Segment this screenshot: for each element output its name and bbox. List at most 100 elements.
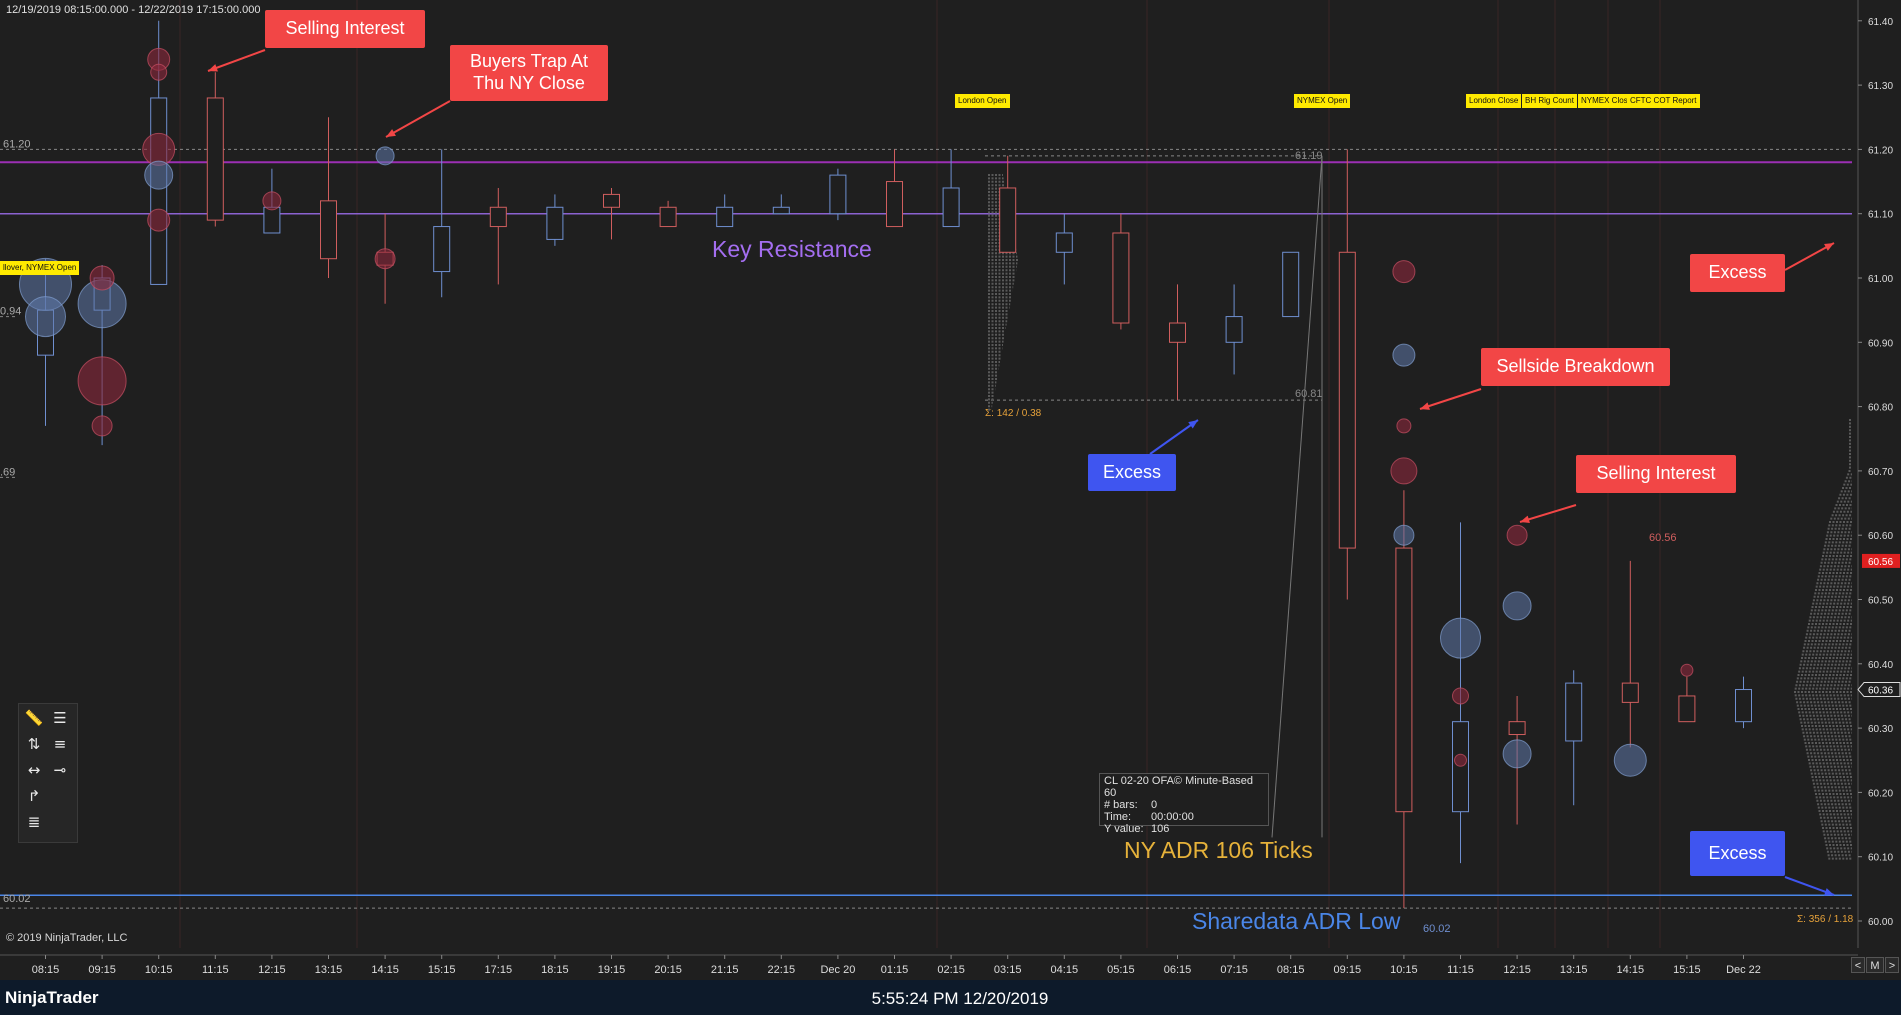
time-tick-label: 11:15 xyxy=(202,964,229,976)
price-tick-label: 60.60 xyxy=(1868,531,1893,542)
callout-selling-interest-1: Selling Interest xyxy=(265,10,425,48)
time-tick-label: 14:15 xyxy=(1617,964,1645,976)
order-flow-bubble xyxy=(89,265,115,291)
candle-body xyxy=(150,97,168,285)
candle-body xyxy=(1338,251,1356,549)
time-axis: 08:15 09:15 10:15 11:15 12:15 13:15 14:15 15:15… xyxy=(0,954,1858,976)
time-tick-label: 10:15 xyxy=(1390,964,1418,976)
chart-area[interactable]: 61.19 60.81 Σ: 142 / 0.38 61.20 0.94 .69 60.02… xyxy=(0,0,1901,980)
mode-button[interactable]: M xyxy=(1866,957,1884,973)
left-level-label: 0.94 xyxy=(0,306,21,318)
order-flow-bubble xyxy=(1392,343,1416,367)
order-flow-bubble xyxy=(150,63,168,81)
candle-body xyxy=(1169,322,1186,343)
time-tick-label: 09:15 xyxy=(1334,964,1362,976)
price-tick-label: 61.00 xyxy=(1868,274,1893,285)
order-flow-bubble xyxy=(1680,663,1694,677)
event-bh-rig-count[interactable]: BH Rig Count xyxy=(1522,94,1577,108)
event-nymex-open[interactable]: NYMEX Open xyxy=(1294,94,1351,108)
ruler-icon[interactable]: 📏 xyxy=(24,709,44,727)
price-tick-label: 61.10 xyxy=(1868,210,1893,221)
time-tick-label: 17:15 xyxy=(485,964,513,976)
range-high-label: 61.19 xyxy=(1295,150,1323,162)
time-tick-label: 11:15 xyxy=(1447,964,1474,976)
arrow-selling-interest-2-head xyxy=(1520,515,1530,524)
time-tick-label: 12:15 xyxy=(1503,964,1531,976)
time-tick-label: 13:15 xyxy=(1560,964,1588,976)
candle-body xyxy=(546,206,564,240)
arrow-selling-interest-2 xyxy=(1519,504,1577,523)
key-resistance-label: Key Resistance xyxy=(712,236,872,262)
time-tick-label: 22:15 xyxy=(768,964,796,976)
callout-excess-blue-2: Excess xyxy=(1690,831,1785,876)
range-sigma-label: Σ: 142 / 0.38 xyxy=(985,408,1042,419)
order-flow-bubble xyxy=(1502,739,1532,769)
candle-body xyxy=(320,200,337,260)
price-tick-label: 61.30 xyxy=(1868,81,1893,92)
event-nymex-close[interactable]: NYMEX Clos xyxy=(1578,94,1630,108)
arrow-selling-interest-1 xyxy=(207,49,266,72)
candles-layer xyxy=(37,20,1752,909)
callout-excess-blue-1: Excess xyxy=(1088,454,1176,491)
levels-layer: 61.19 60.81 Σ: 142 / 0.38 61.20 0.94 .69 60.02… xyxy=(0,138,1854,925)
order-flow-bubble xyxy=(374,248,396,270)
arrow-line-icon[interactable]: ↱ xyxy=(27,787,41,805)
price-chart[interactable]: 61.19 60.81 Σ: 142 / 0.38 61.20 0.94 .69 60.02… xyxy=(0,0,1901,980)
data-box-value: 00:00:00 xyxy=(1151,811,1194,823)
candle-body xyxy=(603,193,620,208)
arrow-buyers-trap xyxy=(385,100,451,138)
time-tick-label: 08:15 xyxy=(1277,964,1305,976)
horizontal-line-icon[interactable]: ↔ xyxy=(27,761,41,779)
time-tick-label: 13:15 xyxy=(315,964,343,976)
time-tick-label: 02:15 xyxy=(937,964,965,976)
order-flow-bubble xyxy=(1454,753,1467,767)
candle-body xyxy=(1508,721,1526,736)
event-london-close[interactable]: London Close xyxy=(1466,94,1522,108)
data-box-value: 106 xyxy=(1151,823,1170,835)
price-tick-label: 60.40 xyxy=(1868,660,1893,671)
status-bar: NinjaTrader 5:55:24 PM 12/20/2019 xyxy=(0,980,1901,1015)
time-tick-label: 21:15 xyxy=(711,964,739,976)
order-flow-bubble xyxy=(1390,457,1418,485)
time-tick-label: 20:15 xyxy=(654,964,682,976)
horizontal-bars-icon[interactable]: ≡ xyxy=(53,735,67,753)
ray-icon[interactable]: ⊸ xyxy=(53,761,67,779)
callout-sellside-breakdown: Sellside Breakdown xyxy=(1481,348,1670,386)
clock: 5:55:24 PM 12/20/2019 xyxy=(871,989,1049,1008)
brand-logo: NinjaTrader xyxy=(5,988,99,1007)
event-cftc-cot[interactable]: CFTC COT Report xyxy=(1627,94,1700,108)
candle-body xyxy=(772,206,790,215)
candle-body xyxy=(489,206,507,228)
data-box-title: CL 02-20 OFA© Minute-Based 60 xyxy=(1104,775,1253,799)
menu-lines-icon[interactable]: ≣ xyxy=(27,813,41,831)
left-level-label: .69 xyxy=(0,466,15,478)
order-flow-bubble xyxy=(1613,743,1647,777)
volume-profile-layer xyxy=(988,174,1852,860)
order-flow-bubble xyxy=(25,296,66,338)
arrow-selling-interest-1-head xyxy=(208,64,218,72)
order-flow-bubble xyxy=(375,146,395,166)
event-london-open[interactable]: London Open xyxy=(955,94,1010,108)
bubbles-layer xyxy=(19,47,1694,777)
time-tick-label: 10:15 xyxy=(145,964,173,976)
arrow-excess-red xyxy=(1784,242,1835,271)
order-flow-bubble xyxy=(1452,687,1469,705)
time-tick-label: 01:15 xyxy=(881,964,909,976)
range-low-label: 60.81 xyxy=(1295,388,1323,400)
ny-adr-label: NY ADR 106 Ticks xyxy=(1124,837,1313,863)
candle-body xyxy=(263,206,281,234)
event-nymex-open-left[interactable]: llover, NYMEX Open xyxy=(0,261,80,275)
data-box-key: # bars: xyxy=(1104,799,1138,811)
candle-body xyxy=(1565,682,1583,742)
price-tick-label: 60.70 xyxy=(1868,467,1893,478)
scroll-left-button[interactable]: < xyxy=(1851,957,1865,973)
adr-measure-line xyxy=(1271,155,1323,838)
callout-selling-interest-2: Selling Interest xyxy=(1576,455,1736,493)
order-flow-bubble xyxy=(1440,617,1481,659)
scroll-right-button[interactable]: > xyxy=(1885,957,1899,973)
bar-list-icon[interactable]: ☰ xyxy=(53,709,67,727)
up-down-arrows-icon[interactable]: ⇅ xyxy=(27,735,41,753)
candle-body xyxy=(1735,689,1752,723)
price-tick-label: 60.30 xyxy=(1868,724,1893,735)
price-tick-label: 61.20 xyxy=(1868,145,1893,156)
